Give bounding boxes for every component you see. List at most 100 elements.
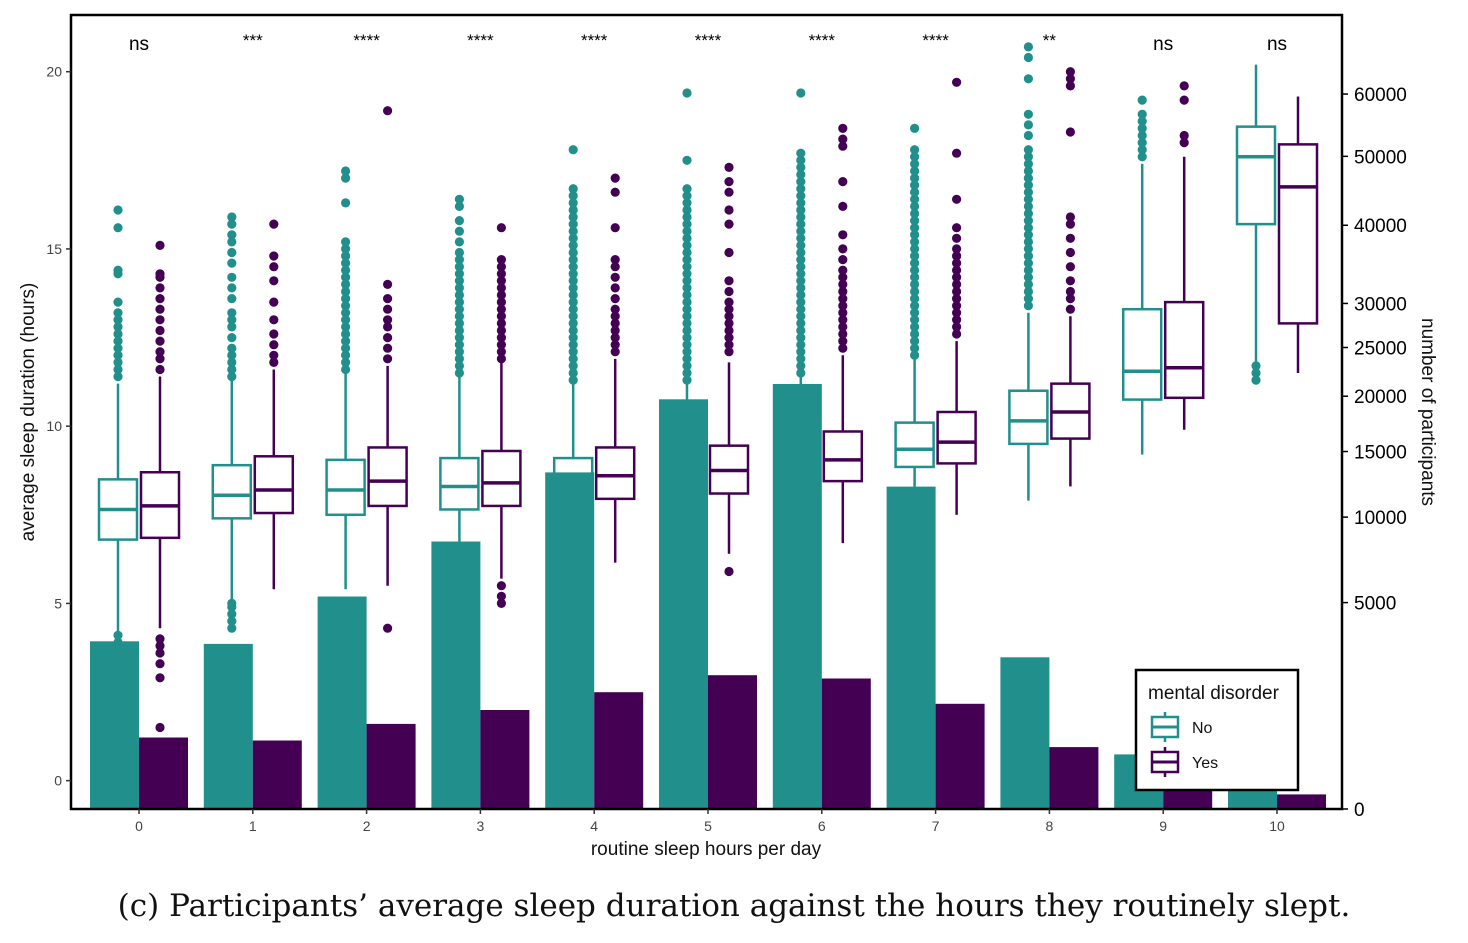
outlier-point [113,644,123,655]
outlier-point [682,269,692,279]
outlier-point [796,297,806,307]
outlier-point [227,598,237,609]
outlier-point [910,286,920,297]
outlier-point [496,347,506,357]
outlier-point [341,357,351,367]
boxplot-yes-0 [139,240,181,733]
outlier-point [1065,304,1075,314]
outlier-point [113,364,123,375]
outlier-point [1137,116,1147,126]
outlier-point [454,201,464,211]
outlier-point [724,566,734,577]
outlier-point [1023,230,1033,240]
significance-label-0: ns [129,34,149,55]
outlier-point [1023,258,1033,268]
outlier-point [227,258,237,268]
outlier-point [496,276,506,286]
outlier-point [682,184,692,194]
outlier-point [724,304,734,314]
outlier-point [341,315,351,325]
outlier-point [454,354,464,364]
x-axis-title: routine sleep hours per day [591,839,822,860]
outlier-point [910,152,920,162]
outlier-point [454,368,464,378]
outlier-point [1023,208,1033,219]
outlier-point [952,77,962,87]
outlier-point [682,565,692,575]
outlier-point [1251,375,1261,385]
outlier-point [796,325,806,336]
outlier-point [1065,67,1075,77]
outlier-point [383,623,393,633]
outlier-point [454,333,464,343]
count-bar-no-8 [1000,657,1050,809]
outlier-point [682,340,692,350]
outlier-point [838,286,848,297]
box-iqr [211,463,253,520]
boxplot-yes-3 [481,223,522,609]
boxplot-no-10 [1235,64,1277,385]
significance-label-2: **** [353,31,380,50]
outlier-point [838,308,848,318]
outlier-point [724,347,734,357]
outlier-point [454,283,464,293]
boxplot-yes-6 [822,123,864,544]
outlier-point [568,226,578,236]
outlier-point [682,325,692,336]
box-iqr [894,421,935,469]
outlier-point [952,322,962,332]
outlier-point [610,223,620,233]
outlier-point [496,283,506,293]
box-iqr [780,440,822,486]
outlier-point [682,290,692,300]
outlier-point [682,304,692,314]
box-iqr [1121,307,1163,401]
outlier-point [952,194,962,204]
outlier-point [910,194,920,204]
outlier-point [910,329,920,339]
count-bar-no-7 [886,486,936,809]
outlier-point [610,325,620,336]
outlier-point [610,283,620,293]
outlier-point [227,609,237,619]
outlier-point [227,616,237,626]
outlier-point [113,372,123,382]
outlier-point [1179,130,1189,141]
outlier-point [341,308,351,318]
outlier-point [1065,212,1075,222]
outlier-point [910,166,920,176]
outlier-point [1023,120,1033,130]
outlier-point [838,301,848,311]
outlier-point [496,333,506,343]
outlier-point [227,212,237,222]
outlier-point [113,715,123,726]
count-bar-no-2 [317,596,367,809]
outlier-point [838,329,848,339]
outlier-point [496,304,506,314]
outlier-point [568,219,578,229]
outlier-point [796,255,806,265]
outlier-point [568,212,578,222]
outlier-point [610,347,620,357]
y-tick-label: 20 [46,64,62,80]
box-iqr [666,451,708,499]
outlier-point [113,694,123,704]
boxplot-yes-8 [1050,67,1091,487]
outlier-point [1023,166,1033,176]
outlier-point [341,336,351,346]
outlier-point [227,671,237,681]
outlier-point [910,301,920,311]
outlier-point [796,368,806,378]
outlier-point [113,315,123,325]
outlier-point [952,233,962,243]
outlier-point [568,233,578,243]
outlier-point [796,169,806,180]
outlier-point [682,276,692,286]
outlier-point [454,276,464,286]
outlier-point [155,659,165,669]
y2-tick-label: 0 [1354,800,1365,821]
outlier-point [796,226,806,236]
outlier-point [682,240,692,250]
outlier-point [724,318,734,328]
outlier-point [910,272,920,282]
